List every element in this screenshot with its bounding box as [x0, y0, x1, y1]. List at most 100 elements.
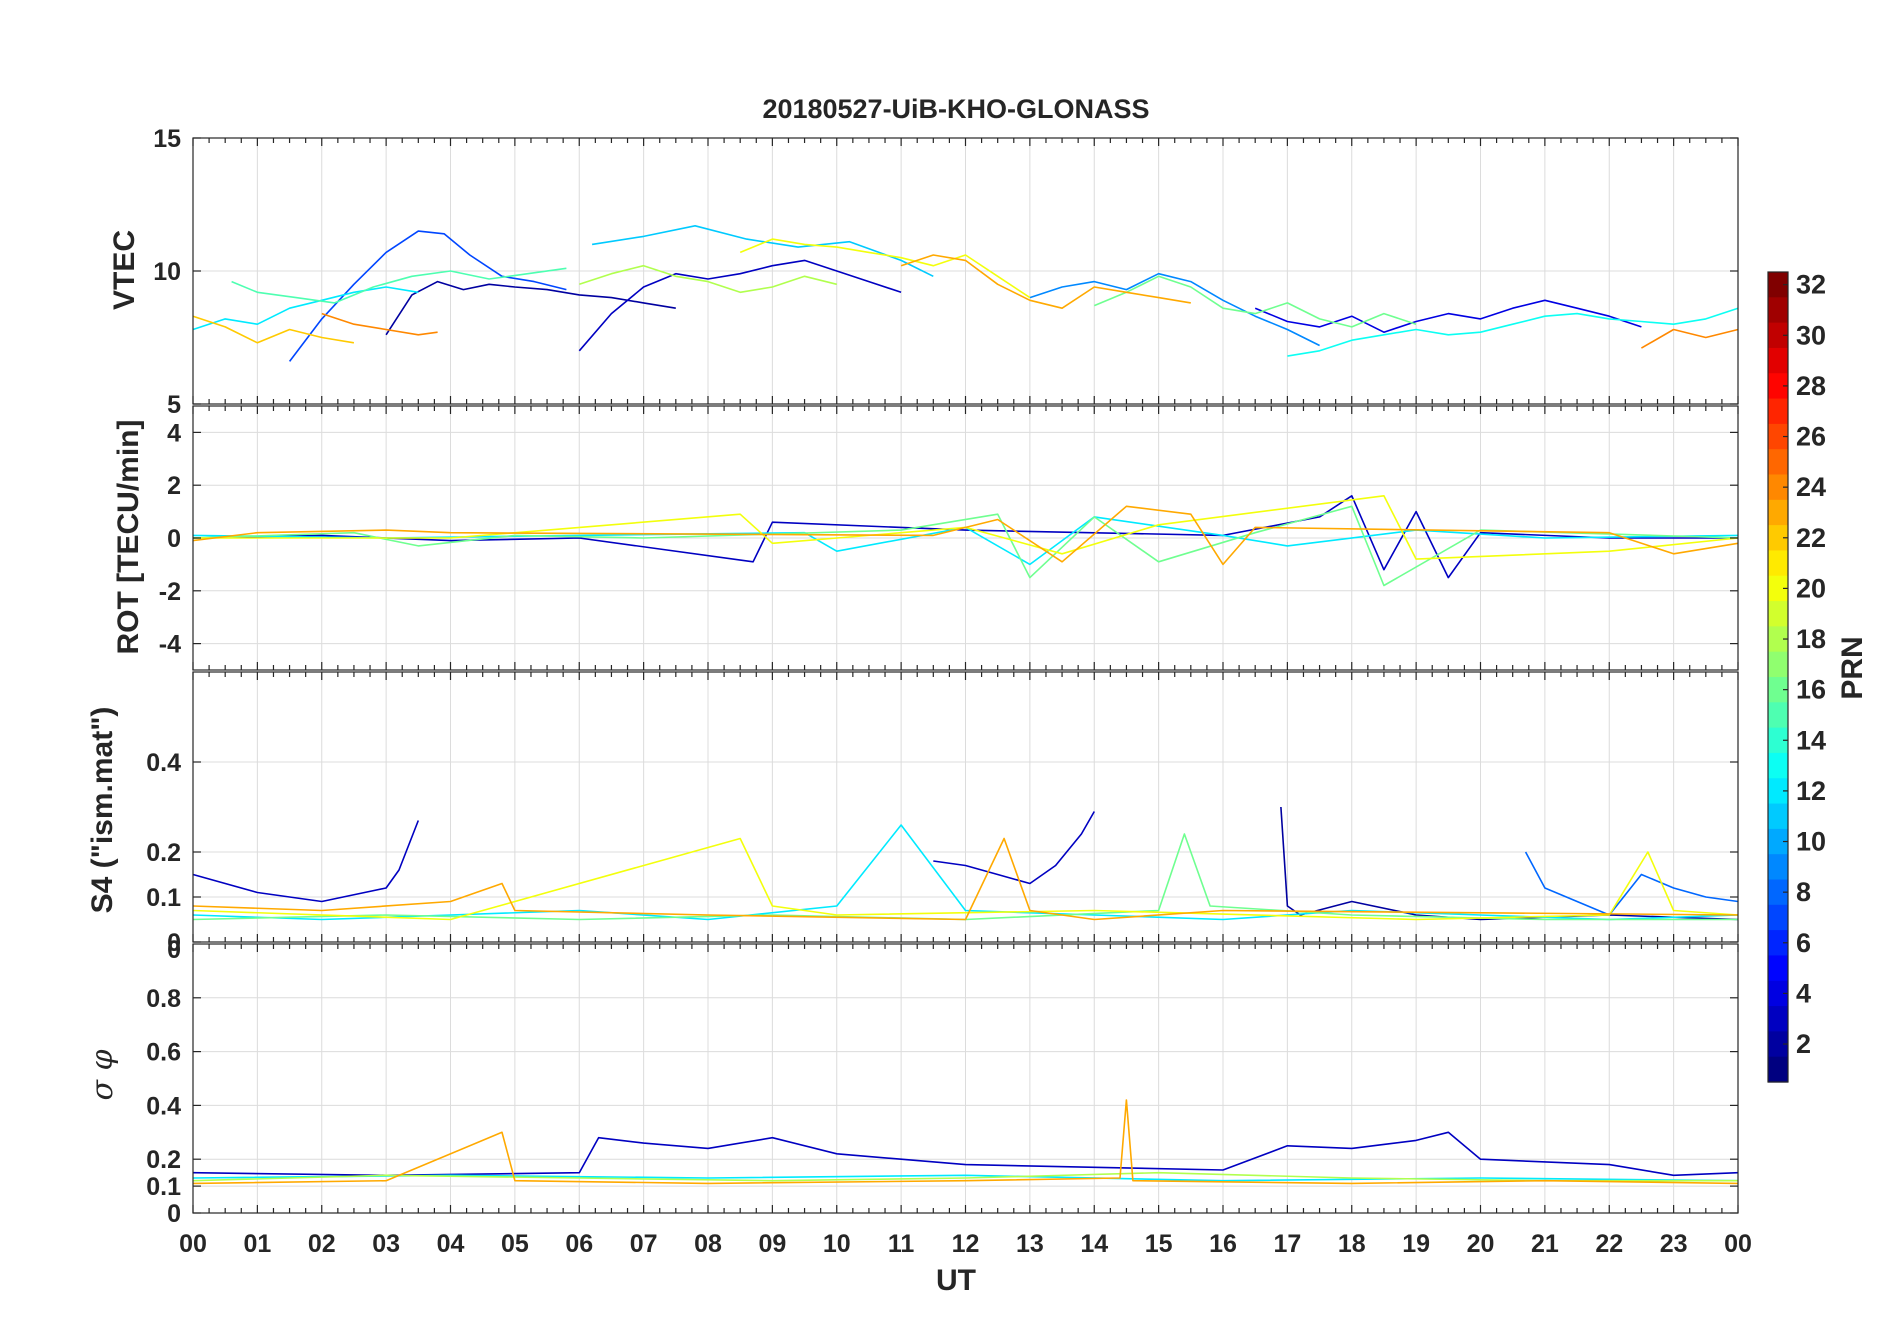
vtec-panel: 5 10 15 [153, 125, 1739, 419]
series-prn-3 [192, 820, 420, 903]
series-prn-23 [192, 505, 1739, 566]
series-prn-16 [192, 833, 1738, 921]
colorbar-tick-label: 26 [1796, 422, 1826, 452]
y-tick-label-bottom: 0 [167, 936, 181, 964]
colorbar-segment [1768, 828, 1788, 855]
colorbar-segment [1768, 752, 1788, 779]
colorbar-tick-label: 16 [1796, 675, 1826, 705]
plot-frame [192, 671, 1739, 943]
colorbar-segment [1768, 727, 1788, 754]
y-tick-label: 0 [167, 525, 181, 553]
x-tick-label: 21 [1531, 1230, 1559, 1258]
colorbar-segment [1768, 1031, 1788, 1058]
colorbar-segment [1768, 702, 1788, 729]
series-prn-3 [578, 259, 902, 352]
series-prn-16 [192, 505, 1739, 587]
colorbar-segment [1768, 854, 1788, 881]
series-prn-22 [192, 315, 355, 344]
x-tick-label: 17 [1273, 1230, 1301, 1258]
x-tick-label: 14 [1080, 1230, 1108, 1258]
rot-panel: -4 -2 0 2 4 [159, 405, 1739, 671]
series-prn-12 [192, 1174, 1739, 1182]
colorbar-segment [1768, 626, 1788, 653]
colorbar-tick-label: 8 [1796, 877, 1811, 907]
sigma-phi-ylabel: σ φ [85, 1049, 120, 1100]
y-tick-label: 15 [153, 125, 181, 153]
x-tick-label: 07 [630, 1230, 658, 1258]
colorbar-segment [1768, 904, 1788, 931]
plot-frame [192, 405, 1739, 671]
colorbar-tick-label: 20 [1796, 573, 1826, 603]
x-tick-label: 08 [694, 1230, 722, 1258]
colorbar-tick-label: 6 [1796, 928, 1811, 958]
s4-ylabel: S4 ("ism.mat") [86, 707, 119, 914]
x-tick-label: 11 [888, 1230, 915, 1258]
plot-frame [192, 943, 1739, 1214]
colorbar-segment [1768, 980, 1788, 1007]
colorbar-segment [1768, 297, 1788, 324]
colorbar-frame [1767, 271, 1789, 1083]
colorbar-segment [1768, 525, 1788, 552]
x-tick-label: 23 [1660, 1230, 1688, 1258]
y-tick-label: 0.4 [146, 1092, 181, 1120]
x-tick-label: 18 [1338, 1230, 1366, 1258]
colorbar-segment [1768, 347, 1788, 374]
x-tick-label: 00 [179, 1230, 207, 1258]
y-tick-label: 0.4 [146, 749, 181, 777]
x-tick-label: 06 [565, 1230, 593, 1258]
s4-panel: 0 0.1 0.2 0.4 0 [146, 671, 1739, 964]
colorbar-segment [1768, 879, 1788, 906]
y-tick-label: 0 [167, 1200, 181, 1228]
x-tick-label: 05 [501, 1230, 529, 1258]
x-tick-label: 22 [1595, 1230, 1623, 1258]
rot-ylabel: ROT [TECU/min] [112, 420, 145, 655]
colorbar-segment [1768, 778, 1788, 805]
colorbar-segment [1768, 449, 1788, 476]
colorbar-label: PRN [1836, 636, 1869, 699]
colorbar-segment [1768, 423, 1788, 450]
series-prn-20 [193, 494, 1739, 560]
y-tick-label: 0 [167, 929, 181, 957]
colorbar-segment [1768, 803, 1788, 830]
x-tick-label: 09 [758, 1230, 786, 1258]
series-prn-20 [192, 837, 1739, 921]
colorbar-segment [1768, 601, 1788, 627]
series-prn-24 [321, 312, 438, 336]
colorbar-segment [1768, 955, 1788, 982]
colorbar-segment [1768, 322, 1788, 349]
x-tick-label: 02 [308, 1230, 336, 1258]
colorbar-segment [1768, 398, 1788, 425]
x-tick-label: 19 [1402, 1230, 1430, 1258]
colorbar-segment [1768, 930, 1788, 957]
colorbar-segment [1768, 499, 1788, 526]
sigma-phi-panel: 00.10.2 0.4 0.6 0.8 [146, 943, 1739, 1228]
series-prn-8 [1524, 851, 1739, 916]
x-tick-label: 16 [1209, 1230, 1237, 1258]
y-tick-label: 0.1 [146, 1173, 181, 1201]
series-prn-15 [231, 267, 567, 304]
y-tick-label: 0.2 [146, 1146, 181, 1174]
y-tick-label: 0.1 [146, 884, 181, 912]
y-tick-label: 5 [167, 391, 181, 419]
y-tick-label: -4 [159, 631, 181, 659]
series-prn-24 [1640, 328, 1739, 349]
colorbar-tick-label: 30 [1796, 320, 1826, 350]
x-tick-label: 20 [1467, 1230, 1495, 1258]
y-tick-label: 0.8 [146, 985, 181, 1013]
colorbar-tick-label: 2 [1796, 1029, 1811, 1059]
colorbar-tick-label: 14 [1796, 725, 1826, 755]
x-tick-label: 15 [1145, 1230, 1173, 1258]
plot-frame [192, 137, 1739, 405]
colorbar-segment [1768, 1056, 1788, 1083]
colorbar-tick-label: 4 [1796, 978, 1811, 1008]
x-tick-label: 03 [372, 1230, 400, 1258]
series-prn-18 [192, 1171, 1738, 1182]
series-prn-23 [900, 254, 1191, 310]
x-tick-label: 10 [823, 1230, 851, 1258]
y-tick-label: 2 [167, 472, 181, 500]
x-axis-label: UT [936, 1264, 976, 1297]
y-tick-label: 0.6 [146, 1039, 181, 1067]
colorbar-tick-label: 24 [1796, 472, 1826, 502]
